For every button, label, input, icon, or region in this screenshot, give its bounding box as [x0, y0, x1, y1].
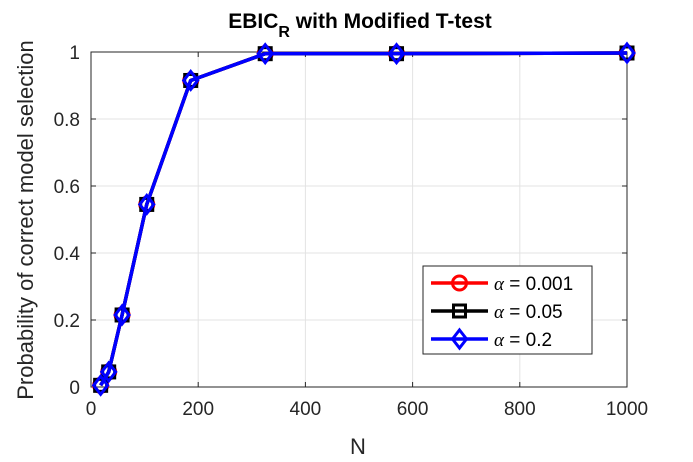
- y-tick-label: 0.8: [54, 110, 80, 131]
- x-tick-label: 1000: [606, 399, 648, 420]
- legend-item: α = 0.05: [431, 302, 563, 323]
- data-point-diamond: [99, 360, 118, 384]
- y-axis-label: Probability of correct model selection: [13, 40, 38, 400]
- legend-alpha-symbol: α: [494, 274, 505, 295]
- chart-title: EBICR with Modified T-test: [228, 10, 492, 41]
- legend-item: α = 0.2: [431, 327, 552, 351]
- x-tick-label: 400: [290, 399, 322, 420]
- legend-value: = 0.001: [504, 274, 573, 295]
- x-tick-label: 200: [182, 399, 214, 420]
- legend-alpha-symbol: α: [494, 302, 505, 323]
- legend-marker-diamond: [450, 327, 469, 351]
- series-line: [99, 51, 628, 387]
- data-point-diamond: [387, 42, 406, 66]
- legend-alpha-symbol: α: [494, 330, 505, 351]
- y-tick-label: 0.4: [54, 244, 81, 265]
- x-axis-label: N: [350, 434, 366, 459]
- legend-label: α = 0.2: [494, 330, 552, 351]
- data-point-diamond: [91, 373, 110, 397]
- legend-value: = 0.05: [504, 302, 563, 323]
- legend-item: α = 0.001: [431, 274, 573, 295]
- legend-marker-circle: [451, 274, 468, 292]
- legend-value: = 0.2: [504, 330, 552, 351]
- x-tick-label: 0: [86, 399, 97, 420]
- data-point-diamond: [113, 303, 131, 327]
- series-layer: [91, 41, 636, 397]
- y-tick-label: 0.6: [54, 177, 80, 198]
- legend-label: α = 0.001: [494, 274, 573, 295]
- data-point-diamond: [181, 69, 200, 92]
- legend-label: α = 0.05: [494, 302, 563, 323]
- legend-marker-square: [452, 303, 467, 319]
- data-point-diamond: [137, 192, 156, 216]
- x-tick-label: 600: [397, 399, 429, 420]
- data-point-diamond: [618, 41, 636, 65]
- y-tick-label: 0.2: [54, 311, 80, 332]
- y-tick-label: 1: [69, 43, 80, 64]
- y-tick-label: 0: [69, 378, 80, 399]
- series-diamond: [91, 41, 636, 397]
- data-point-diamond: [256, 42, 275, 66]
- axis-ticks: 0 200 400 600 800 1000 0 0.2 0.4 0.6 0.8 1: [54, 43, 649, 420]
- x-tick-label: 800: [504, 399, 536, 420]
